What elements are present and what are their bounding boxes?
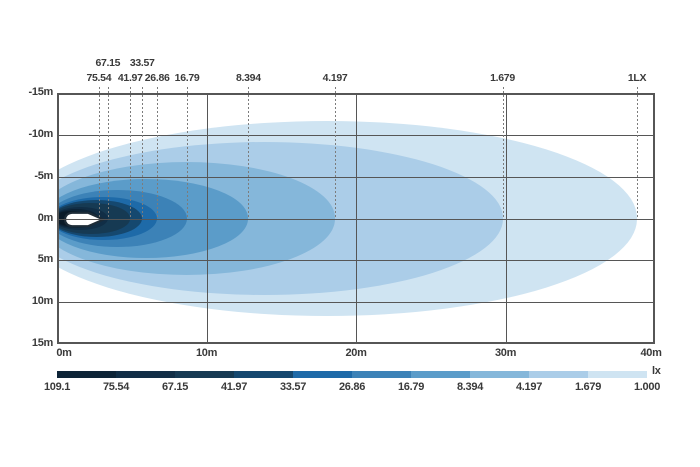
- y-tick--10m: -10m: [28, 127, 54, 140]
- lux-marker-label-4.197: 4.197: [322, 72, 348, 84]
- legend-segment-6: [352, 371, 411, 378]
- lux-marker-line-1LX: [637, 87, 639, 219]
- legend-segment-1: [57, 371, 116, 378]
- legend-segment-5: [293, 371, 352, 378]
- legend-label-26.86: 26.86: [338, 381, 366, 393]
- legend-colorbar: [57, 371, 647, 378]
- y-tick--15m: -15m: [28, 86, 54, 98]
- legend-label-41.97: 41.97: [220, 381, 248, 393]
- lux-marker-line-75.54: [98, 87, 100, 219]
- gridline-v-10m: [206, 95, 208, 342]
- gridline-v-20m: [356, 95, 357, 342]
- legend-segment-3: [175, 371, 234, 378]
- lux-marker-label-1LX: 1LX: [627, 72, 647, 84]
- lux-marker-label-1.679: 1.679: [490, 72, 515, 84]
- lux-marker-line-26.86: [157, 87, 159, 219]
- lamp-top-view-icon: [63, 211, 105, 228]
- x-tick-40m: 40m: [640, 347, 662, 359]
- legend-label-109.1: 109.1: [43, 381, 71, 393]
- lux-marker-label-26.86: 26.86: [144, 72, 170, 84]
- y-tick-15m: 15m: [31, 337, 53, 349]
- legend-label-1.000: 1.000: [633, 381, 661, 393]
- legend-unit-label: lx: [652, 365, 661, 377]
- lux-marker-line-67.15: [107, 87, 109, 219]
- legend-label-75.54: 75.54: [102, 381, 130, 393]
- legend-segment-10: [588, 371, 647, 378]
- lux-marker-label-16.79: 16.79: [174, 72, 200, 84]
- legend-segment-4: [234, 371, 293, 378]
- legend-label-8.394: 8.394: [456, 381, 484, 393]
- lux-marker-line-33.57: [142, 87, 144, 219]
- x-tick-20m: 20m: [345, 347, 367, 359]
- legend-label-1.679: 1.679: [574, 381, 602, 393]
- gridlines: [59, 95, 653, 342]
- legend-label-33.57: 33.57: [279, 381, 307, 393]
- lux-marker-line-1.679: [502, 87, 504, 219]
- y-tick-5m: 5m: [37, 253, 54, 266]
- lux-marker-line-41.97: [130, 87, 132, 219]
- legend-label-16.79: 16.79: [397, 381, 425, 393]
- plot-frame: [57, 87, 655, 344]
- lux-marker-line-4.197: [335, 87, 337, 219]
- x-tick-10m: 10m: [195, 347, 218, 359]
- legend-segment-8: [470, 371, 529, 378]
- legend-label-67.15: 67.15: [161, 381, 189, 393]
- lux-distance-markers: [59, 87, 653, 342]
- x-tick-30m: 30m: [494, 347, 517, 359]
- gridline-v-30m: [505, 95, 507, 342]
- legend-segment-9: [529, 371, 588, 378]
- legend-label-4.197: 4.197: [515, 381, 543, 393]
- lux-marker-line-8.394: [248, 87, 250, 219]
- legend-segment-7: [411, 371, 470, 378]
- y-tick-10m: 10m: [31, 295, 53, 308]
- lux-marker-label-41.97: 41.97: [117, 72, 143, 84]
- lux-marker-label-67.15: 67.15: [95, 57, 121, 69]
- lux-marker-label-33.57: 33.57: [129, 57, 155, 69]
- lux-marker-label-8.394: 8.394: [235, 72, 261, 84]
- x-tick-0m: 0m: [56, 347, 72, 359]
- lux-marker-line-16.79: [187, 87, 189, 219]
- legend-segment-2: [116, 371, 175, 378]
- y-tick--5m: -5m: [34, 169, 53, 182]
- lux-marker-label-75.54: 75.54: [86, 72, 112, 84]
- y-tick-0m: 0m: [37, 211, 54, 224]
